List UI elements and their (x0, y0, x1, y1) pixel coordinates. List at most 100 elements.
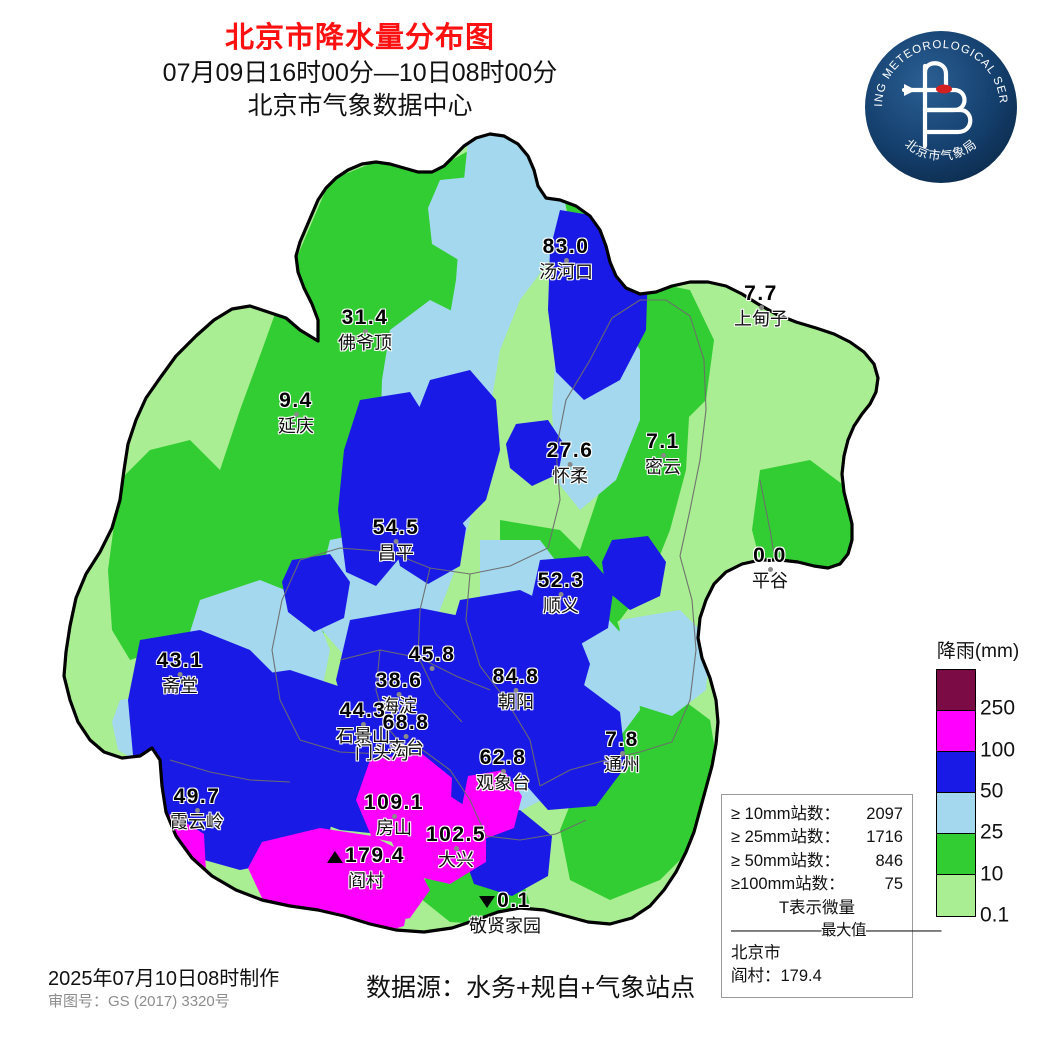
station-dot-icon (660, 453, 666, 458)
station-name: 石景山 (336, 726, 390, 746)
stat-label: ≥ 25mm站数： (731, 828, 840, 847)
station-value: 54.5 (372, 516, 420, 539)
stat-label: ≥100mm站数： (731, 875, 845, 894)
bmb-logo: BEIJING METEOROLOGICAL SERVICE 北京市气象局 (862, 28, 1020, 186)
max-marker-icon (326, 851, 343, 863)
colorbar-tick-0.1: 0.1 (980, 903, 1010, 927)
station-value: 0.1 (469, 890, 541, 911)
station-value: 7.7 (744, 282, 778, 305)
station-label[interactable]: 62.8 观象台 (476, 747, 530, 794)
station-dot-icon (619, 751, 625, 756)
station-name: 顺义 (543, 596, 579, 616)
stat-value: 75 (884, 875, 903, 894)
station-label[interactable]: 52.3 顺义 (538, 570, 585, 617)
station-name: 霞云岭 (170, 812, 224, 832)
station-label[interactable]: 门头沟 (355, 738, 409, 764)
station-dot-icon (567, 462, 573, 467)
station-label[interactable]: 7.8 通州 (604, 729, 640, 776)
station-name: 房山 (376, 818, 412, 838)
station-label[interactable]: 43.1 斋堂 (157, 650, 204, 697)
stat-value: 1716 (866, 828, 903, 847)
station-label[interactable]: 68.8 丰台 (383, 712, 430, 759)
trace-note: T表示微量 (778, 898, 856, 917)
colorbar-cell-250 (937, 670, 975, 711)
station-dot-icon (177, 672, 183, 677)
station-dot-icon (429, 666, 435, 671)
station-name: 大兴 (438, 850, 474, 870)
made-timestamp: 2025年07月10日08时制作 (48, 968, 280, 990)
station-dot-icon (403, 734, 409, 739)
max-divider: ——————最大值————— (731, 921, 942, 939)
station-label[interactable]: 38.6 海淀 (376, 670, 423, 717)
colorbar-cell-50 (937, 752, 975, 793)
station-label[interactable]: 54.5 昌平 (373, 517, 420, 564)
station-dot-icon (360, 722, 366, 727)
stat-label: ≥ 10mm站数： (731, 805, 840, 823)
station-name: 阎村 (348, 871, 384, 891)
station-label[interactable]: 45.8 (409, 644, 456, 671)
stat-value: 846 (875, 851, 903, 870)
station-label[interactable]: 109.1 房山 (364, 792, 424, 839)
time-period: 07月09日16时00分—10日08时00分 (162, 59, 558, 88)
station-label[interactable]: 44.3 石景山 (336, 700, 390, 747)
station-value: 49.7 (173, 785, 221, 808)
station-value: 7.8 (605, 728, 639, 751)
legend-title: 降雨(mm) (936, 641, 1020, 662)
station-value: 109.1 (363, 791, 425, 814)
stat-row: ≥ 50mm站数： 846 (731, 850, 903, 873)
station-name: 昌平 (378, 543, 414, 563)
station-name: 汤河口 (539, 262, 593, 282)
station-dot-icon (293, 412, 299, 417)
station-value: 102.5 (425, 823, 487, 846)
colorbar-tick-100: 100 (980, 738, 1016, 762)
station-value: 43.1 (156, 649, 204, 672)
station-label[interactable]: 0.0 平谷 (752, 545, 788, 592)
colorbar-tick-250: 250 (980, 696, 1016, 720)
colorbar-cell-100 (937, 711, 975, 752)
station-value: 62.8 (479, 746, 527, 769)
colorbar-cell-0.1 (937, 875, 975, 916)
data-source: 数据源：水务+规自+气象站点 (366, 974, 696, 1002)
max-station-value: 阎村：179.4 (731, 966, 822, 985)
map-header: 北京市降水量分布图 07月09日16时00分—10日08时00分 北京市气象数据… (0, 22, 720, 122)
colorbar-cell-25 (937, 793, 975, 834)
station-name: 观象台 (476, 773, 530, 793)
station-label[interactable]: 7.1 密云 (645, 431, 681, 478)
station-value: 44.3 (339, 699, 387, 722)
station-name: 怀柔 (552, 466, 588, 486)
station-label[interactable]: 0.1 敬贤家园 (469, 890, 541, 937)
station-label[interactable]: 31.4 佛爷顶 (338, 307, 392, 354)
station-label[interactable]: 179.4 阎村 (326, 845, 405, 892)
colorbar-tick-25: 25 (980, 820, 1004, 844)
station-dot-icon (513, 688, 519, 693)
station-label[interactable]: 84.8 朝阳 (493, 666, 540, 713)
station-name: 上甸子 (734, 309, 788, 329)
approval-number: 审图号：GS (2017) 3320号 (48, 993, 230, 1010)
station-label[interactable]: 83.0 汤河口 (539, 236, 593, 283)
station-label[interactable]: 27.6 怀柔 (547, 440, 594, 487)
station-value: 45.8 (408, 643, 456, 666)
stat-row: ≥ 10mm站数： 2097 (731, 803, 903, 826)
station-value: 52.3 (537, 569, 585, 592)
station-name: 门头沟 (355, 743, 409, 763)
station-name: 朝阳 (498, 692, 534, 712)
station-value: 68.8 (382, 711, 430, 734)
stat-row: ≥ 25mm站数： 1716 (731, 826, 903, 849)
station-name: 佛爷顶 (338, 333, 392, 353)
station-name: 延庆 (278, 416, 314, 436)
station-label[interactable]: 7.7 上甸子 (734, 283, 788, 330)
station-label[interactable]: 9.4 延庆 (278, 390, 314, 437)
station-label[interactable]: 102.5 大兴 (426, 824, 486, 871)
stat-value: 2097 (866, 805, 903, 823)
station-label[interactable]: 49.7 霞云岭 (170, 786, 224, 833)
station-name: 丰台 (388, 738, 424, 758)
station-dot-icon (500, 769, 506, 774)
station-name: 密云 (645, 457, 681, 477)
station-value: 179.4 (326, 845, 405, 866)
station-name: 平谷 (752, 571, 788, 591)
station-value: 7.1 (646, 430, 680, 453)
station-dot-icon (391, 814, 397, 819)
station-dot-icon (767, 567, 773, 572)
station-value: 0.0 (753, 544, 787, 567)
page-title: 北京市降水量分布图 (224, 22, 495, 54)
